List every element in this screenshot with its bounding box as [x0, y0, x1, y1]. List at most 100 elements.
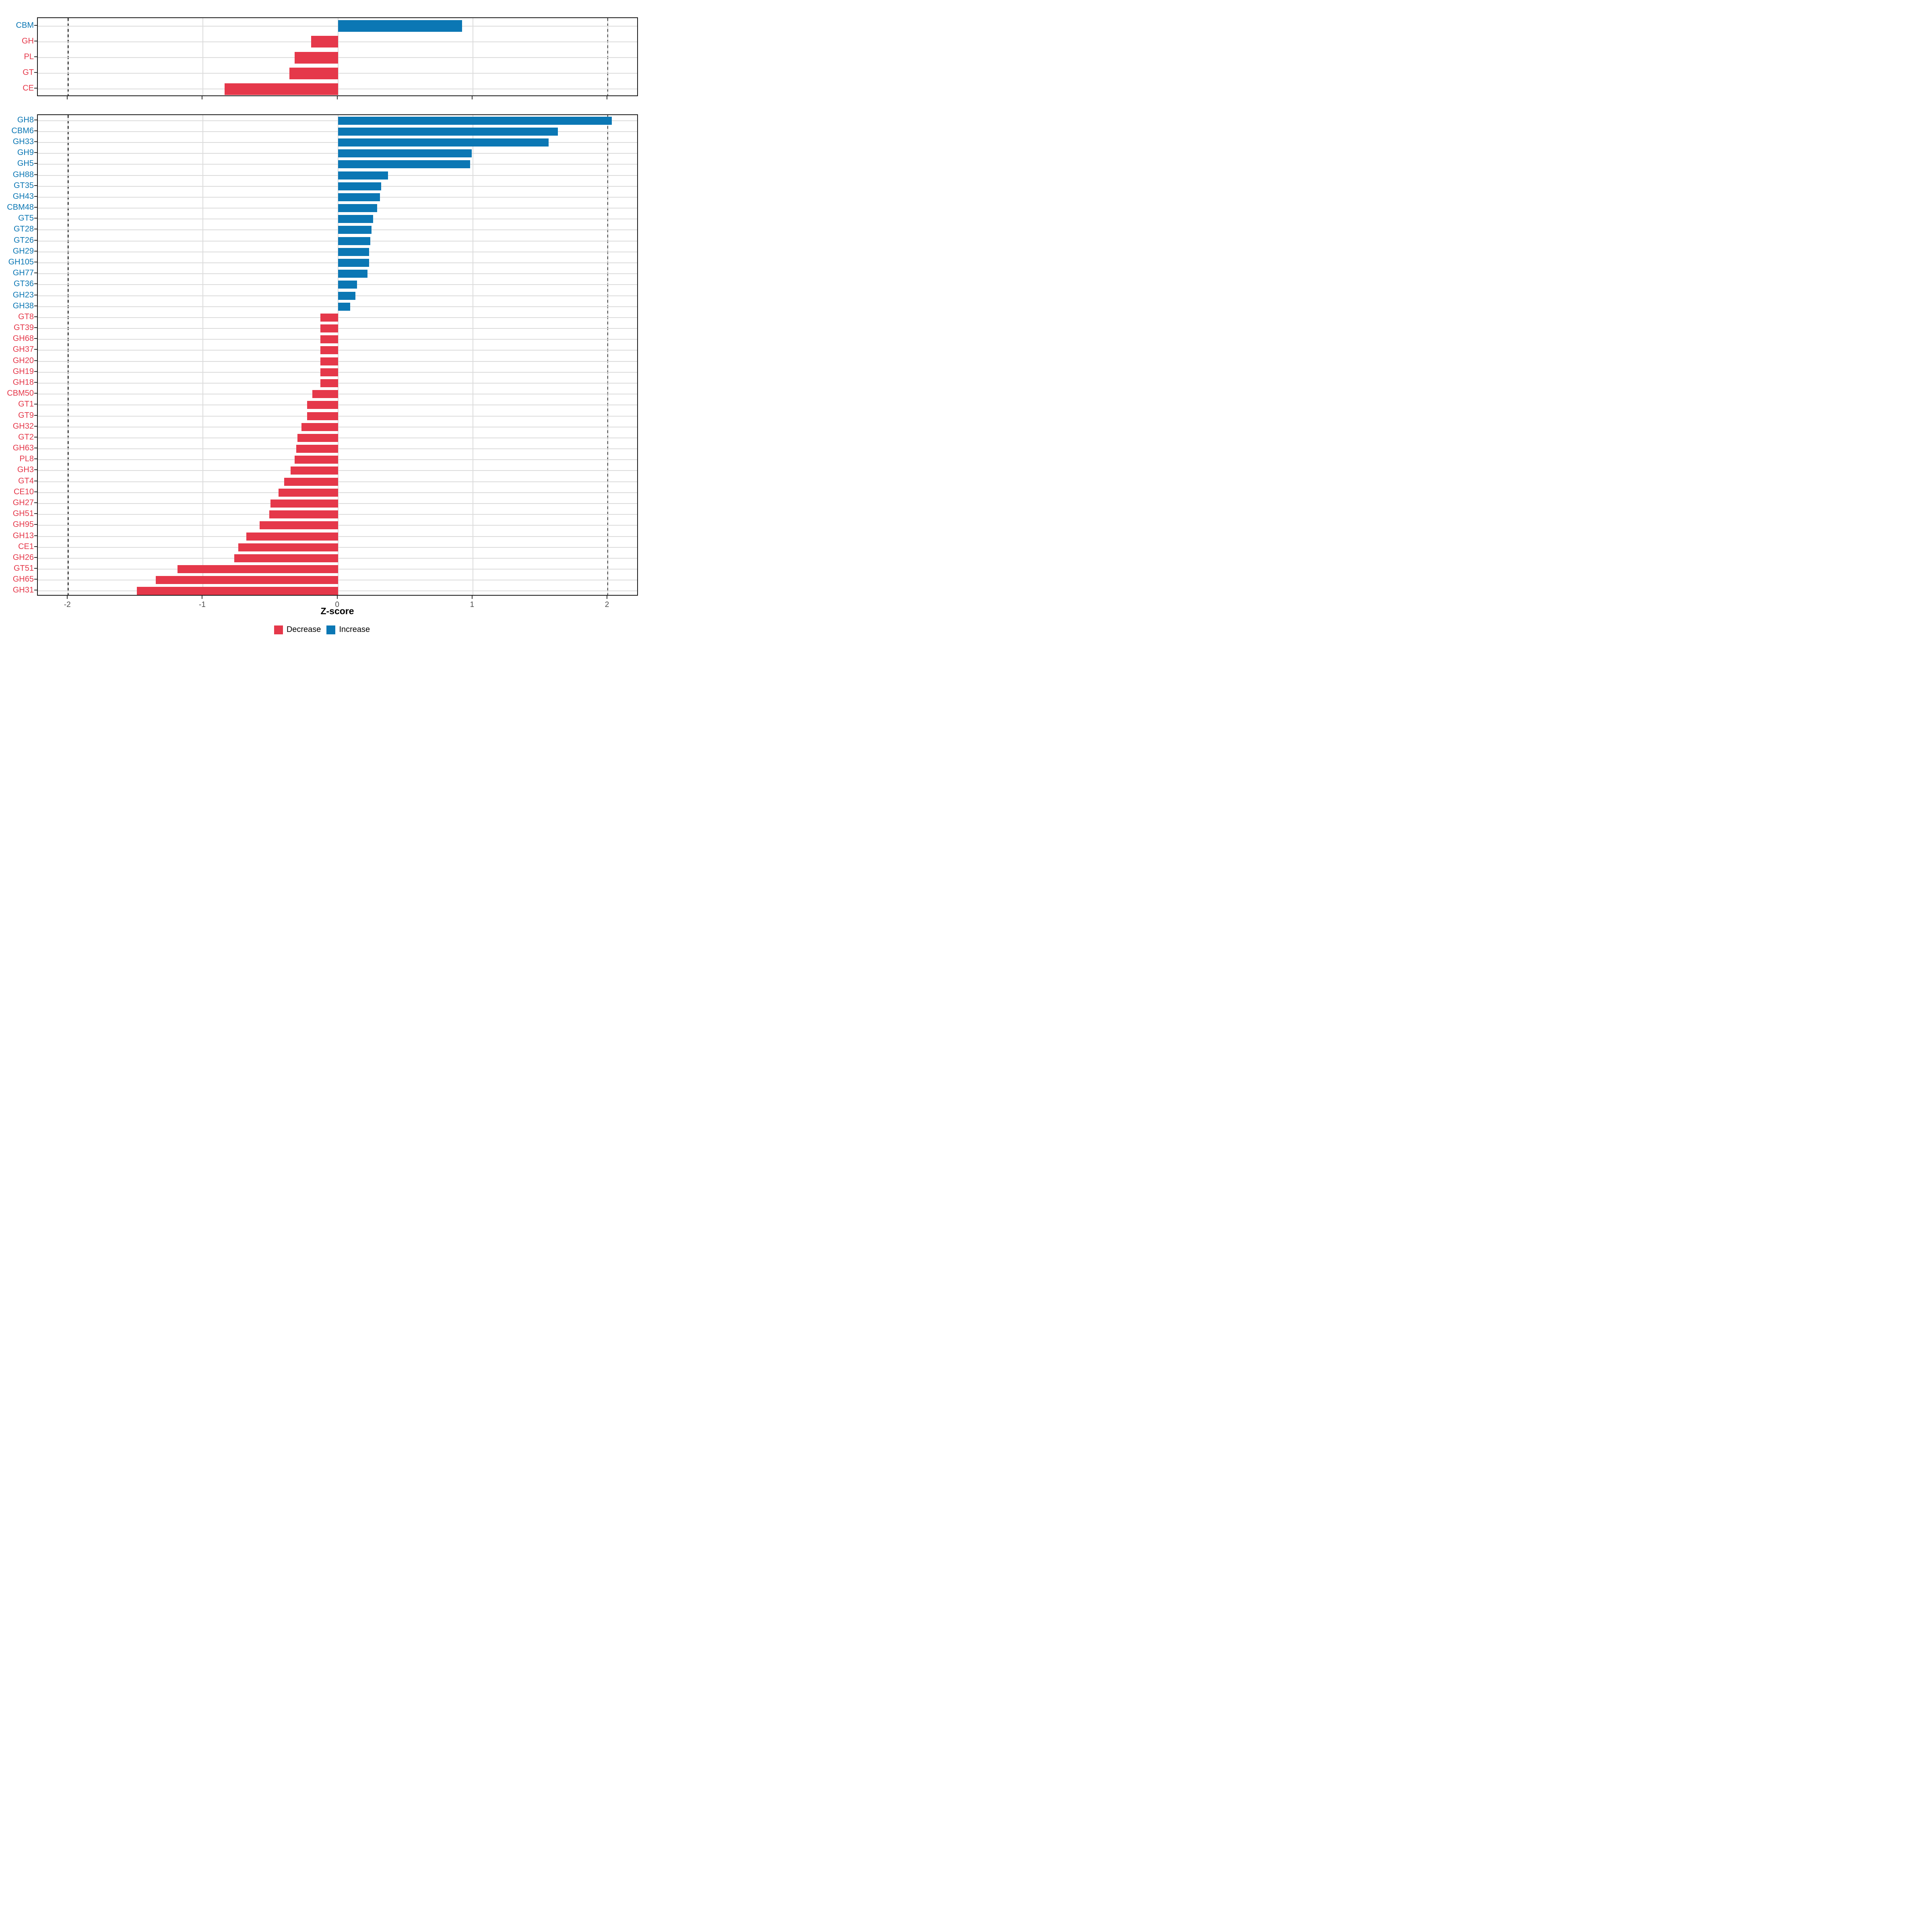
bar-GH43 [338, 193, 380, 201]
category-label-GH38: GH38 [12, 301, 34, 310]
y-tick-GH9 [34, 152, 37, 153]
row-gridline-CBM [37, 25, 637, 27]
y-tick-GH29 [34, 250, 37, 252]
row-gridline-GH23 [37, 295, 637, 296]
category-label-GH43: GH43 [12, 192, 34, 201]
y-tick-CBM50 [34, 393, 37, 394]
bar-PL [295, 52, 338, 64]
x-tick-1 [471, 596, 473, 599]
bar-GH95 [260, 521, 338, 530]
y-tick-GH27 [34, 502, 37, 503]
row-gridline-GH8 [37, 120, 637, 121]
bar-GH23 [338, 291, 356, 300]
category-label-GH105: GH105 [8, 257, 34, 266]
category-label-GT1: GT1 [18, 400, 34, 409]
bar-GH [311, 36, 338, 48]
category-label-GH65: GH65 [12, 575, 34, 584]
category-label-GH: GH [22, 36, 34, 45]
x-gridline--1 [202, 115, 204, 595]
dashed-reference-line-2 [607, 18, 609, 95]
bar-GT8 [320, 313, 338, 322]
category-label-CE1: CE1 [18, 542, 34, 551]
x-tick-label--2: -2 [64, 601, 71, 609]
y-tick-GT2 [34, 436, 37, 438]
category-label-GH23: GH23 [12, 290, 34, 299]
bar-GH29 [338, 248, 369, 256]
row-gridline-GT36 [37, 284, 637, 285]
x-tick-label--1: -1 [199, 601, 206, 609]
category-label-PL: PL [24, 52, 34, 61]
y-tick-GH88 [34, 174, 37, 175]
y-tick-GH33 [34, 141, 37, 142]
bar-GH51 [269, 510, 338, 519]
bar-GT4 [284, 477, 338, 486]
category-label-GH63: GH63 [12, 444, 34, 453]
y-tick-CBM48 [34, 207, 37, 208]
bar-CE1 [238, 543, 338, 551]
bar-GH88 [338, 171, 388, 180]
y-tick-GT8 [34, 316, 37, 317]
category-label-GH95: GH95 [12, 520, 34, 529]
category-label-CBM: CBM [16, 21, 34, 30]
category-label-GH3: GH3 [17, 465, 34, 475]
row-gridline-GT26 [37, 240, 637, 242]
legend-label-decrease: Decrease [286, 625, 321, 634]
y-tick-CBM [34, 25, 37, 26]
y-tick-GH32 [34, 425, 37, 427]
y-tick-CBM6 [34, 130, 37, 131]
y-tick-GT51 [34, 568, 37, 569]
bar-GH3 [291, 466, 338, 475]
row-gridline-GT28 [37, 229, 637, 231]
category-label-CBM48: CBM48 [7, 203, 34, 212]
bar-PL8 [295, 456, 338, 464]
bar-GT2 [297, 433, 338, 442]
category-label-GT4: GT4 [18, 476, 34, 485]
y-tick-GH77 [34, 272, 37, 274]
y-tick-GT1 [34, 404, 37, 405]
y-tick-GH95 [34, 524, 37, 525]
y-tick-GT5 [34, 218, 37, 219]
category-label-PL8: PL8 [19, 454, 34, 464]
legend-label-increase: Increase [339, 625, 370, 634]
x-gridline--1 [202, 18, 204, 95]
y-tick-GH18 [34, 382, 37, 383]
row-gridline-CBM6 [37, 131, 637, 132]
category-label-CE: CE [23, 84, 34, 93]
bar-GH37 [320, 346, 338, 355]
category-label-GH31: GH31 [12, 586, 34, 595]
bar-GH9 [338, 149, 472, 158]
bar-GT35 [338, 182, 381, 190]
bar-GH38 [338, 302, 350, 311]
bar-GH65 [156, 576, 338, 584]
y-tick-GH65 [34, 579, 37, 580]
bar-GH19 [320, 368, 338, 376]
category-label-GT26: GT26 [13, 235, 34, 245]
y-tick-PL [34, 56, 37, 57]
y-tick-PL8 [34, 458, 37, 460]
category-label-GT9: GT9 [18, 411, 34, 420]
y-tick-CE10 [34, 491, 37, 492]
x-tick-1 [471, 96, 473, 99]
row-gridline-GH77 [37, 273, 637, 275]
category-label-GT35: GT35 [13, 181, 34, 190]
bar-GT51 [177, 565, 338, 574]
bar-GH33 [338, 138, 549, 147]
zscore-bar-chart-figure: Z-score Decrease Increase CBM GH PL GT CE GH8 C… [0, 0, 644, 644]
category-label-GT2: GT2 [18, 432, 34, 442]
x-tick-label-1: 1 [470, 601, 475, 609]
row-gridline-GH33 [37, 142, 637, 143]
category-label-CBM6: CBM6 [11, 126, 34, 135]
category-label-GH27: GH27 [12, 498, 34, 507]
y-tick-GH51 [34, 513, 37, 514]
y-tick-CE [34, 88, 37, 89]
category-label-GH37: GH37 [12, 345, 34, 354]
bar-GH32 [301, 423, 338, 431]
y-tick-GT35 [34, 185, 37, 186]
x-tick-0 [336, 596, 338, 599]
x-tick-label-2: 2 [605, 601, 609, 609]
y-tick-GH38 [34, 305, 37, 306]
category-label-GH19: GH19 [12, 367, 34, 376]
y-tick-GT39 [34, 327, 37, 328]
bar-CBM50 [312, 390, 338, 398]
bar-CBM [338, 20, 462, 32]
